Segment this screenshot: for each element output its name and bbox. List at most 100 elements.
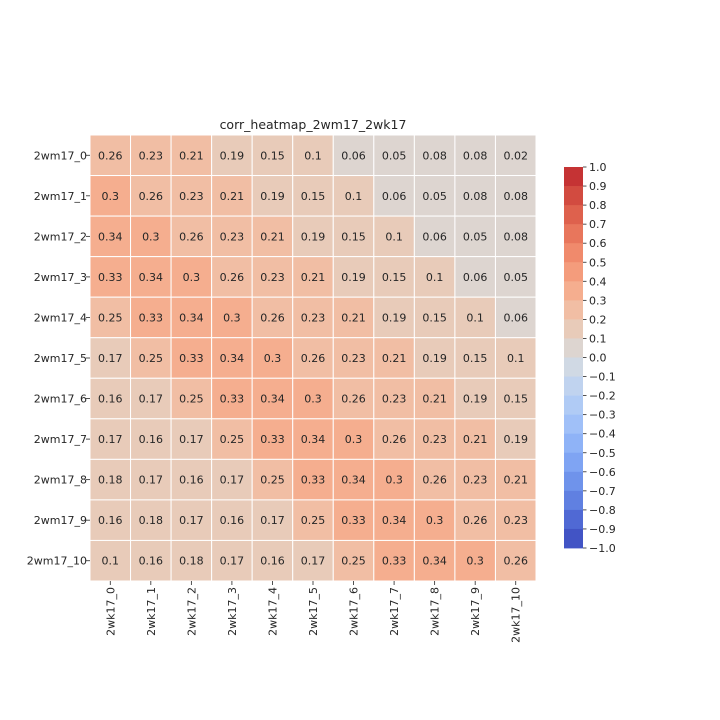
heatmap-cell: [454, 175, 496, 217]
cell-value-label: 0.16: [220, 514, 245, 527]
colorbar-tick-label: 0.2: [589, 313, 607, 326]
colorbar-tick-label: 0.7: [589, 218, 607, 231]
heatmap-cell: [373, 175, 415, 217]
colorbar-segment: [564, 319, 583, 339]
heatmap-cell: [89, 458, 132, 501]
heatmap-cell: [373, 539, 415, 582]
colorbar-segment: [564, 471, 583, 492]
heatmap-cell: [211, 337, 253, 379]
heatmap-cell: [494, 256, 537, 298]
cell-value-label: 0.34: [139, 271, 164, 284]
heatmap-cell: [454, 458, 496, 501]
cell-value-label: 0.1: [304, 149, 322, 162]
cell-value-label: 0.3: [223, 311, 241, 324]
heatmap-cell: [170, 458, 213, 501]
cell-value-label: 0.26: [422, 474, 447, 487]
cell-value-label: 0.25: [98, 311, 123, 324]
heatmap-cell: [170, 175, 213, 217]
chart-title: corr_heatmap_2wm17_2wk17: [220, 117, 407, 132]
column-tick-label: 2wk17_4: [266, 587, 279, 636]
colorbar-tick-label: 0.0: [589, 352, 607, 365]
row-tick-label: 2wm17_8: [34, 474, 87, 487]
colorbar-tick-label: −0.2: [589, 390, 616, 403]
heatmap-cell: [89, 377, 132, 420]
cell-value-label: 0.34: [382, 514, 407, 527]
heatmap-cell: [130, 134, 172, 177]
heatmap-cell: [211, 499, 253, 541]
colorbar-tick-label: −0.5: [589, 447, 616, 460]
cell-value-label: 0.26: [463, 514, 488, 527]
cell-value-label: 0.02: [503, 149, 528, 162]
cell-value-label: 0.34: [260, 393, 285, 406]
cell-value-label: 0.19: [503, 433, 528, 446]
cell-value-label: 0.15: [422, 311, 447, 324]
heatmap-cell: [494, 458, 537, 501]
cell-value-label: 0.16: [98, 393, 123, 406]
colorbar-tick-label: 0.8: [589, 199, 607, 212]
heatmap-cell: [211, 377, 253, 420]
cell-value-label: 0.33: [220, 393, 245, 406]
colorbar-tick-label: −0.1: [589, 371, 616, 384]
cell-value-label: 0.21: [503, 474, 528, 487]
heatmap-cell: [332, 256, 375, 298]
cell-value-label: 0.21: [260, 230, 285, 243]
heatmap-cell: [373, 458, 415, 501]
heatmap-cell: [494, 175, 537, 217]
cell-value-label: 0.08: [463, 190, 488, 203]
colorbar-tick-label: −0.6: [589, 466, 616, 479]
heatmap-cell: [373, 418, 415, 460]
cell-value-label: 0.21: [220, 190, 245, 203]
cell-value-label: 0.1: [102, 555, 120, 568]
column-tick-label: 2wk17_8: [429, 587, 442, 636]
cell-value-label: 0.19: [260, 190, 285, 203]
heatmap-cell: [454, 296, 496, 339]
row-tick-label: 2wm17_7: [34, 433, 87, 446]
heatmap-cell: [494, 296, 537, 339]
heatmap-cell: [413, 337, 456, 379]
heatmap-cell: [211, 256, 253, 298]
heatmap-cell: [292, 134, 334, 177]
cell-value-label: 0.1: [426, 271, 444, 284]
cell-value-label: 0.33: [179, 352, 204, 365]
cell-value-label: 0.33: [301, 474, 326, 487]
heatmap-cell: [170, 377, 213, 420]
cell-value-label: 0.16: [98, 514, 123, 527]
cell-value-label: 0.18: [179, 555, 204, 568]
cell-value-label: 0.25: [260, 474, 285, 487]
column-tick-label: 2wk17_9: [469, 587, 482, 636]
cell-value-label: 0.23: [179, 190, 204, 203]
cell-value-label: 0.15: [463, 352, 488, 365]
colorbar-segment: [564, 300, 583, 320]
colorbar-tick-label: −0.7: [589, 485, 616, 498]
cell-value-label: 0.17: [220, 555, 245, 568]
cell-value-label: 0.05: [463, 230, 488, 243]
colorbar-tick-label: 0.5: [589, 256, 607, 269]
colorbar-segment: [564, 262, 583, 282]
heatmap-cell: [89, 418, 132, 460]
column-tick-labels: 2wk17_0 2wk17_1 2wk17_2 2wk17_3 2wk17_4 2wk17…: [104, 581, 523, 643]
heatmap-cell: [251, 499, 294, 541]
cell-value-label: 0.06: [382, 190, 407, 203]
cell-value-label: 0.25: [139, 352, 164, 365]
cell-value-label: 0.3: [142, 230, 160, 243]
heatmap-cell: [292, 499, 334, 541]
colorbar-tick-label: 0.6: [589, 237, 607, 250]
heatmap-cell: [251, 175, 294, 217]
colorbar-tick-label: −0.9: [589, 523, 616, 536]
cell-value-label: 0.25: [220, 433, 245, 446]
cell-value-label: 0.23: [260, 271, 285, 284]
cell-value-label: 0.21: [341, 311, 366, 324]
cell-value-label: 0.26: [220, 271, 245, 284]
cell-value-label: 0.19: [422, 352, 447, 365]
cell-value-label: 0.05: [422, 190, 447, 203]
colorbar-tick-label: −0.4: [589, 428, 616, 441]
cell-value-label: 0.26: [301, 352, 326, 365]
heatmap-cell: [89, 296, 132, 339]
colorbar-segment: [564, 376, 583, 396]
cell-value-label: 0.08: [503, 230, 528, 243]
cell-value-label: 0.3: [183, 271, 201, 284]
cell-value-label: 0.08: [503, 190, 528, 203]
heatmap-cell: [413, 256, 456, 298]
heatmap-cell: [130, 418, 172, 460]
